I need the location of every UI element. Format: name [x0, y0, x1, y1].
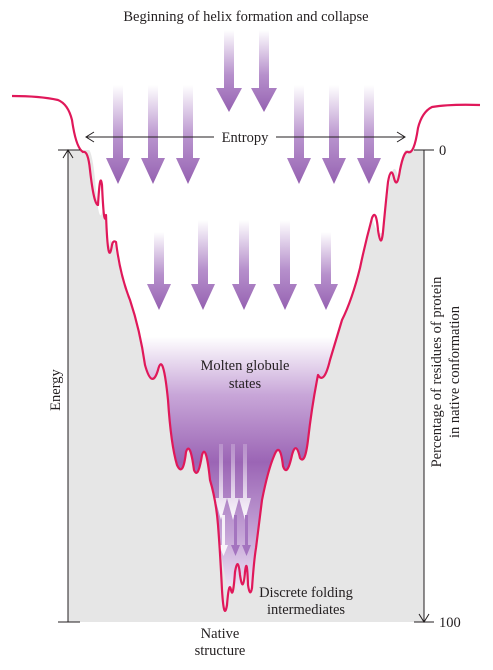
inner-white-arrows — [215, 444, 251, 556]
percentage-axis — [414, 149, 434, 623]
middle-arrows — [147, 220, 338, 310]
upper-arrows — [106, 85, 381, 184]
entropy-arrow — [85, 131, 406, 143]
tick-label-100: 100 — [439, 615, 461, 631]
discrete-intermediates-label-line1: Discrete folding — [259, 585, 353, 601]
right-axis-label-line1: Percentage of residues of protein — [429, 276, 445, 468]
diagram-title: Beginning of helix formation and collaps… — [123, 9, 368, 25]
entropy-label: Entropy — [222, 130, 269, 146]
molten-globule-label-line1: Molten globule — [200, 358, 289, 374]
energy-landscape-curve — [11, 94, 481, 612]
tick-label-0: 0 — [439, 143, 446, 159]
native-structure-label-line2: structure — [195, 643, 246, 659]
energy-axis — [58, 149, 80, 623]
discrete-intermediates-label-line2: intermediates — [267, 602, 345, 618]
native-structure-label-line1: Native — [201, 626, 240, 642]
right-axis-label-line2: in native conformation — [447, 305, 463, 438]
energy-label: Energy — [48, 368, 64, 410]
molten-globule-label-line2: states — [229, 376, 262, 392]
top-arrows — [216, 30, 277, 112]
